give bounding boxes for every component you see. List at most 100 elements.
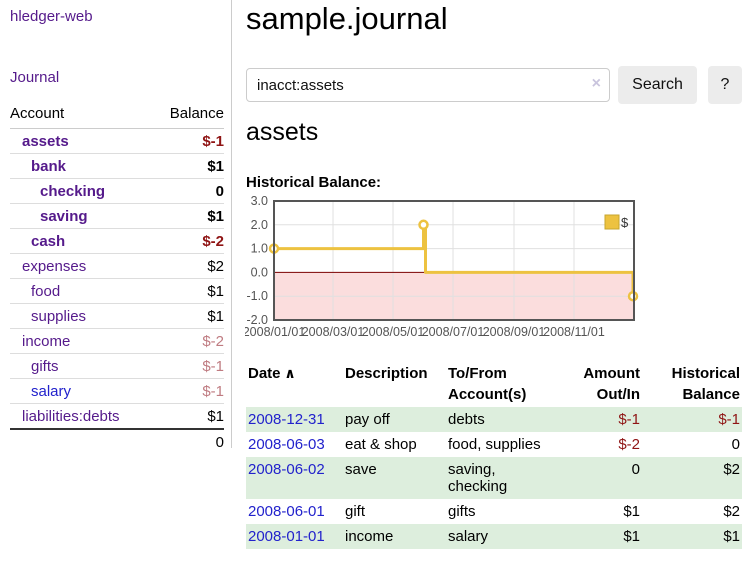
y-axis-tick-label: 0.0 [251,265,268,279]
cell-description: save [345,461,377,478]
date-link[interactable]: 2008-01-01 [248,528,325,545]
account-tree: Account Balance assets $-1 bank $1 checking 0… [10,103,224,454]
account-balance: $-2 [202,332,224,350]
brand-link[interactable]: hledger-web [10,8,93,25]
account-balance: $-1 [202,382,224,400]
legend-swatch [604,214,620,230]
cell-historical-balance: $1 [723,528,740,545]
x-axis-tick-label: 2008/11/01 [543,325,605,339]
sidebar-item-saving[interactable]: saving [40,207,88,225]
table-row: 2008-06-03 eat & shop food, supplies $-2 0 [246,432,742,457]
account-row: checking 0 [10,179,224,204]
account-row: bank $1 [10,154,224,179]
sidebar-item-assets[interactable]: assets [22,132,69,150]
legend-label: $ [621,215,629,230]
sidebar-item-expenses[interactable]: expenses [22,257,87,275]
data-point-marker [418,219,429,231]
account-balance: 0 [215,182,224,200]
account-column-header: Account [10,105,65,122]
account-row: income $-2 [10,329,224,354]
x-axis-tick-label: 2008/05/01 [362,325,425,339]
cell-to-from-accounts: salary [448,528,489,545]
y-axis-tick-label: 1.0 [251,242,268,256]
y-axis-tick-label: -1.0 [246,289,268,303]
clear-search-icon[interactable]: × [591,75,601,92]
sort-ascending-icon: ∧ [280,365,296,381]
column-header-amount: Amount Out/In [583,365,640,403]
column-header-date: Date ∧ [248,365,296,382]
sidebar-item-journal[interactable]: Journal [10,69,60,86]
date-link[interactable]: 2008-12-31 [248,411,325,428]
sidebar-item-income[interactable]: income [22,332,71,350]
cell-description: pay off [345,411,390,428]
column-header-to-from: To/From Account(s) [448,365,527,403]
account-total-row: 0 [10,428,224,454]
chart-title: Historical Balance: [246,174,382,191]
cell-date: 2008-06-03 [246,432,343,457]
y-axis-tick-label: 3.0 [251,194,268,208]
balance-column-header: Balance [169,105,224,122]
cell-amount: $-1 [618,411,640,428]
cell-date: 2008-12-31 [246,407,343,432]
account-heading: assets [246,118,319,146]
sidebar-item-liabilities-debts[interactable]: liabilities:debts [22,407,120,425]
historical-balance-chart: 3.0 2.0 1.0 0.0 -1.0 -2.02008/01/012008/03/01… [245,194,639,339]
cell-amount: $1 [623,528,640,545]
cell-amount: 0 [631,461,640,478]
x-axis-tick-label: 2008/09/01 [483,325,546,339]
sidebar-item-food[interactable]: food [31,282,61,300]
register-header-row: Date ∧ Description To/From Account(s) Amount… [246,361,742,407]
account-balance: $-1 [202,132,224,150]
cell-date: 2008-06-02 [246,457,343,499]
x-axis-tick-label: 2008/01/01 [245,325,305,339]
table-row: 2008-01-01 income salary $1 $1 [246,524,742,549]
column-header-balance: Historical Balance [671,365,740,403]
account-row: expenses $2 [10,254,224,279]
cell-to-from-accounts: debts [448,411,485,428]
cell-date: 2008-01-01 [246,524,343,549]
account-balance: $-1 [202,357,224,375]
account-row: assets $-1 [10,129,224,154]
cell-amount: $1 [623,503,640,520]
sidebar-item-bank[interactable]: bank [31,157,67,175]
table-row: 2008-12-31 pay off debts $-1 $-1 [246,407,742,432]
date-link[interactable]: 2008-06-01 [248,503,325,520]
account-row: saving $1 [10,204,224,229]
account-row: gifts $-1 [10,354,224,379]
account-list: assets $-1 bank $1 checking 0 saving $1 cash $-2 e… [10,129,224,428]
account-row: salary $-1 [10,379,224,404]
help-button[interactable]: ? [708,66,742,104]
account-balance: $1 [207,407,224,425]
account-balance: $2 [207,257,224,275]
register-table: Date ∧ Description To/From Account(s) Amount… [246,361,742,549]
account-balance: $1 [207,307,224,325]
page-title: sample.journal [246,1,448,36]
cell-amount: $-2 [618,436,640,453]
cell-historical-balance: 0 [731,436,740,453]
account-balance: $-2 [202,232,224,250]
sidebar-item-checking[interactable]: checking [40,182,106,200]
date-link[interactable]: 2008-06-03 [248,436,325,453]
date-link[interactable]: 2008-06-02 [248,461,325,478]
cell-description: income [345,528,394,545]
search-button[interactable]: Search [618,66,697,104]
x-axis-tick-label: 2008/07/01 [422,325,485,339]
sidebar-item-gifts[interactable]: gifts [31,357,59,375]
cell-date: 2008-06-01 [246,499,343,524]
account-balance: $1 [207,282,224,300]
cell-historical-balance: $2 [723,503,740,520]
sidebar-item-supplies[interactable]: supplies [31,307,87,325]
sidebar-item-salary[interactable]: salary [31,382,72,400]
cell-historical-balance: $2 [723,461,740,478]
search-input-wrapper: × [246,68,610,102]
account-row: liabilities:debts $1 [10,404,224,428]
total-balance: 0 [215,433,224,451]
table-row: 2008-06-01 gift gifts $1 $2 [246,499,742,524]
y-axis-tick-label: -2.0 [246,313,268,327]
y-axis-tick-label: 2.0 [251,218,268,232]
column-header-description: Description [345,365,428,382]
sidebar-item-cash[interactable]: cash [31,232,66,250]
search-input[interactable] [246,68,610,102]
account-row: food $1 [10,279,224,304]
cell-historical-balance: $-1 [718,411,740,428]
